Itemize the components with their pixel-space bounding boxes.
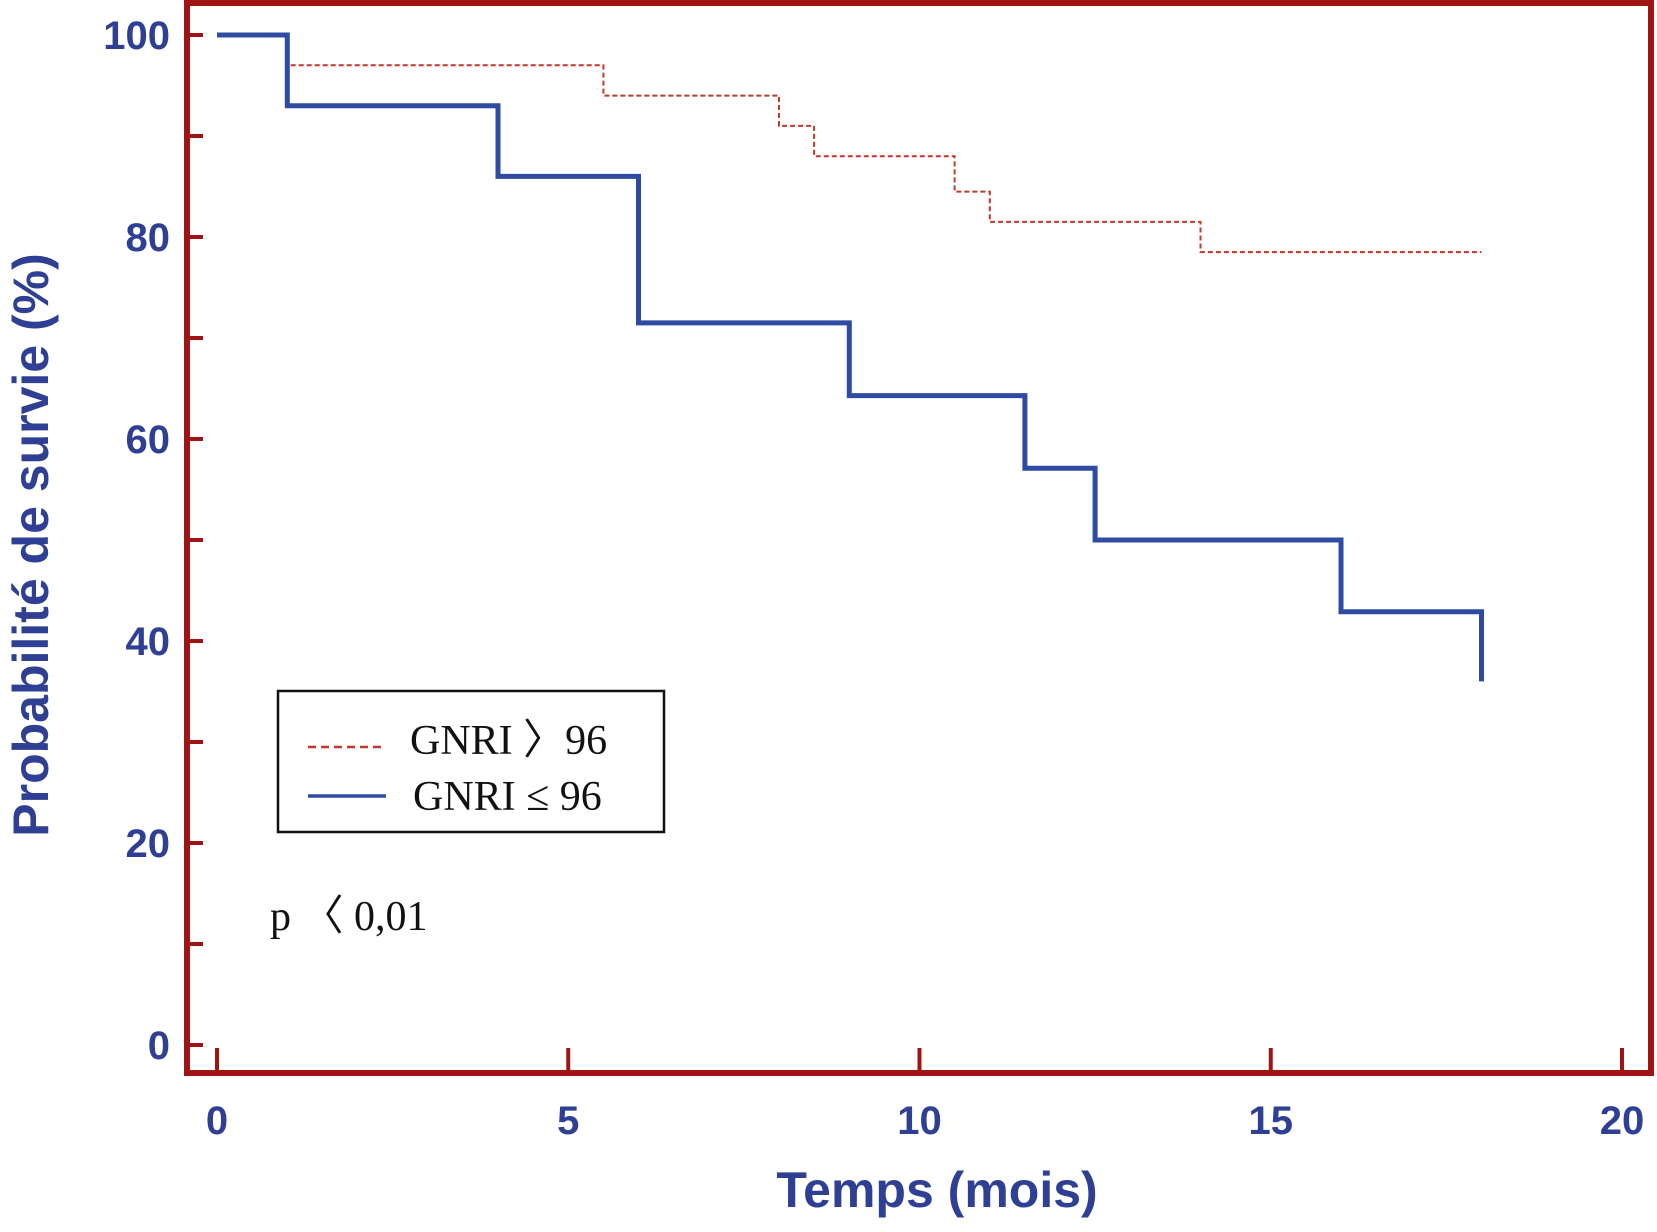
y-tick-label: 40 — [126, 620, 171, 664]
legend-label-gnri-low: GNRI ≤ 96 — [413, 774, 602, 820]
series-line-gnri-low — [217, 32, 1484, 682]
legend-label-gnri-high: GNRI 〉96 — [410, 718, 607, 764]
p-value-annotation: p 〈 0,01 — [270, 894, 428, 940]
y-axis-title: Probabilité de survie (%) — [3, 253, 59, 836]
y-tick-label: 0 — [148, 1024, 170, 1068]
x-tick-label: 15 — [1249, 1099, 1294, 1143]
y-tick-label: 60 — [126, 418, 171, 462]
series-layer — [217, 32, 1484, 682]
y-tick-label: 100 — [103, 14, 170, 58]
x-tick-label: 20 — [1600, 1099, 1645, 1143]
x-tick-label: 5 — [557, 1099, 579, 1143]
axis-tick-labels: 0 20 40 60 80 100 0 5 10 15 20 — [103, 14, 1644, 1143]
x-tick-label: 0 — [206, 1099, 228, 1143]
y-tick-label: 80 — [126, 216, 171, 260]
legend-box — [276, 689, 666, 834]
x-tick-label: 10 — [897, 1099, 942, 1143]
y-tick-label: 20 — [126, 822, 171, 866]
x-axis-title: Temps (mois) — [776, 1162, 1097, 1218]
series-line-gnri-high — [217, 34, 1482, 254]
axis-ticks — [187, 33, 1624, 1073]
legend: GNRI 〉96 GNRI ≤ 96 — [276, 689, 666, 834]
